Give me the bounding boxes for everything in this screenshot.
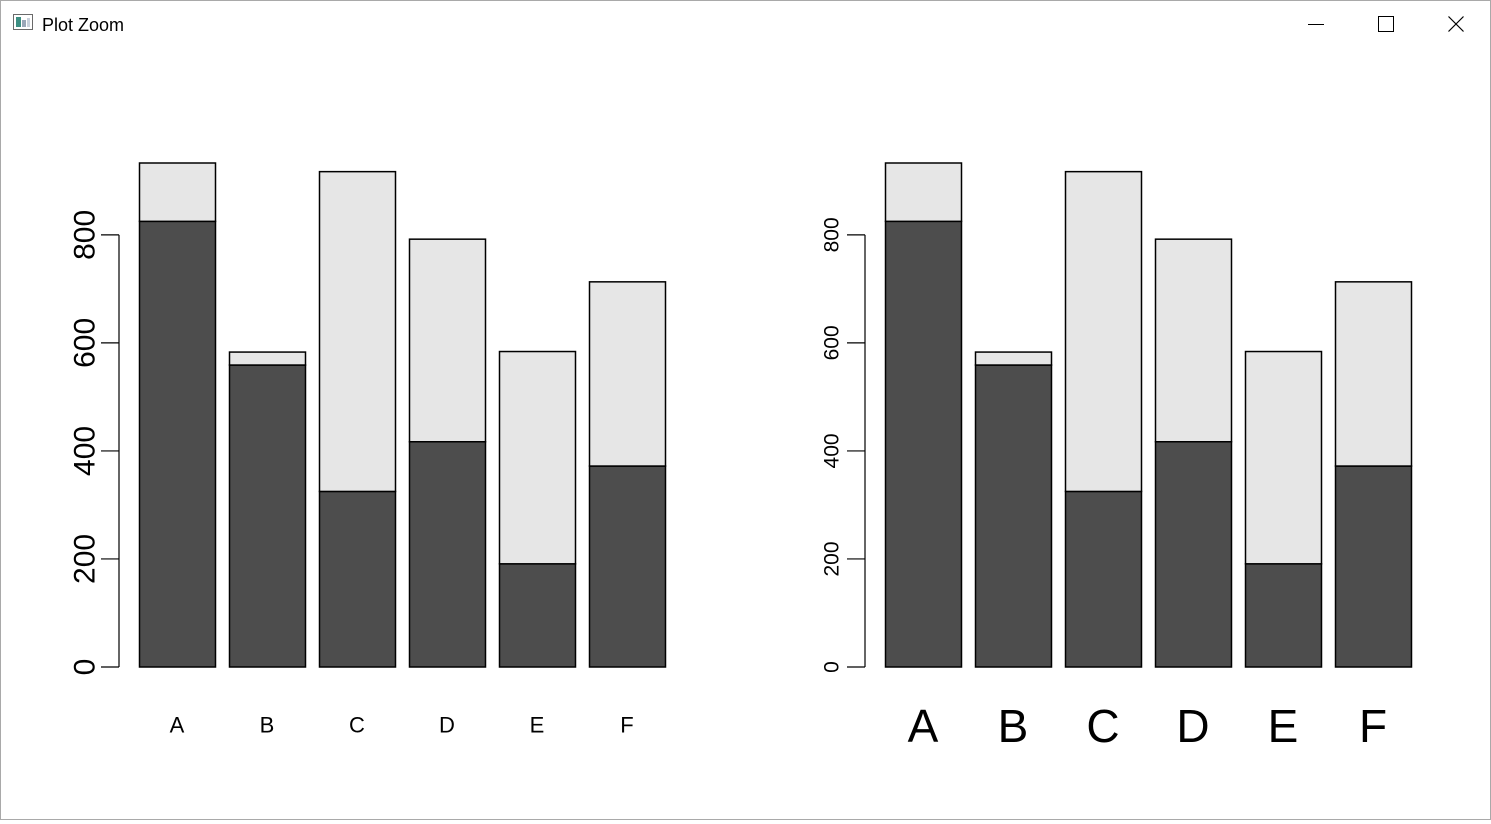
window-title: Plot Zoom — [42, 15, 125, 35]
y-tick-label-200: 200 — [821, 541, 844, 576]
x-tick-label-c: C — [349, 713, 365, 738]
bar-chart-1: A B C D E F 0 200 400 600 800 — [69, 162, 667, 738]
x-tick-label-d: D — [439, 713, 455, 738]
x-tick-label-f: F — [620, 713, 633, 738]
y-tick-label-0: 0 — [821, 661, 844, 673]
y-tick-label-400: 400 — [69, 426, 102, 476]
title-bar[interactable]: Plot Zoom — [1, 1, 1490, 47]
bar-b-segment-2 — [228, 351, 307, 366]
bar-chart-2: A B C D E F 0 200 400 600 800 — [821, 162, 1413, 752]
bar-e-segment-1 — [1244, 563, 1323, 668]
y-tick-label-800: 800 — [821, 217, 844, 252]
bar-b-segment-1 — [974, 364, 1053, 668]
y-tick-label-0: 0 — [69, 659, 102, 676]
bar-c-segment-1 — [1064, 490, 1143, 668]
bar-e-segment-2 — [498, 350, 577, 565]
y-tick-label-400: 400 — [821, 433, 844, 468]
y-tick-label-600: 600 — [69, 318, 102, 368]
bar-c-segment-2 — [318, 170, 397, 493]
bar-f-segment-2 — [1334, 281, 1413, 467]
bar-b-segment-2 — [974, 351, 1053, 366]
close-icon — [1448, 16, 1464, 32]
bar-f-segment-2 — [588, 281, 667, 467]
maximize-button[interactable] — [1351, 1, 1421, 47]
x-tick-label-f: F — [1359, 700, 1387, 752]
bar-a-segment-1 — [884, 220, 963, 668]
x-tick-label-a: A — [170, 713, 185, 738]
x-tick-label-b: B — [260, 713, 275, 738]
bar-a-segment-2 — [138, 162, 217, 223]
y-tick-label-200: 200 — [69, 534, 102, 584]
bar-c-segment-1 — [318, 490, 397, 668]
plots-canvas: A B C D E F 0 200 400 600 800 A B C D E F 0 200 400 600 800 — [69, 162, 1413, 752]
bar-a-segment-2 — [884, 162, 963, 223]
plot-area: A B C D E F 0 200 400 600 800 A B C D E F 0 200 400 600 800 — [1, 47, 1490, 819]
bar-b-segment-1 — [228, 364, 307, 668]
x-tick-label-a: A — [908, 700, 939, 752]
x-tick-label-b: B — [998, 700, 1029, 752]
y-tick-label-600: 600 — [821, 325, 844, 360]
close-button[interactable] — [1421, 1, 1491, 47]
x-tick-label-d: D — [1176, 700, 1209, 752]
bar-d-segment-2 — [408, 238, 487, 443]
bar-e-segment-2 — [1244, 350, 1323, 565]
x-tick-label-e: E — [1268, 700, 1299, 752]
x-tick-label-e: E — [530, 713, 545, 738]
maximize-icon — [1378, 16, 1394, 32]
bar-e-segment-1 — [498, 563, 577, 668]
bar-d-segment-1 — [1154, 440, 1233, 668]
minimize-button[interactable] — [1281, 1, 1351, 47]
bar-d-segment-1 — [408, 440, 487, 668]
bar-a-segment-1 — [138, 220, 217, 668]
bar-d-segment-2 — [1154, 238, 1233, 443]
bar-f-segment-1 — [588, 465, 667, 668]
y-tick-label-800: 800 — [69, 210, 102, 260]
bar-f-segment-1 — [1334, 465, 1413, 668]
bar-c-segment-2 — [1064, 170, 1143, 493]
minimize-icon — [1308, 24, 1324, 25]
x-tick-label-c: C — [1086, 700, 1119, 752]
plot-app-icon — [13, 14, 33, 30]
